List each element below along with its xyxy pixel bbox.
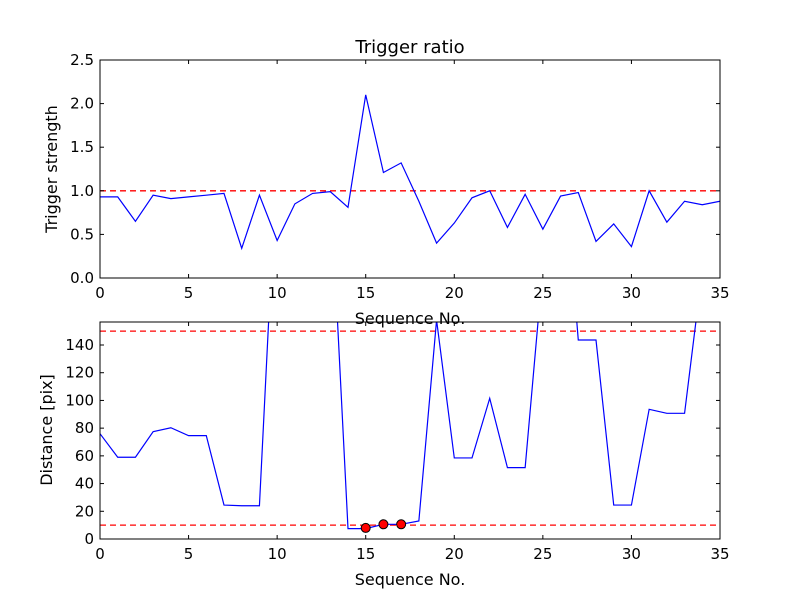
series-line xyxy=(100,322,697,530)
x-tick-label: 25 xyxy=(533,284,552,302)
y-tick-label: 0.0 xyxy=(70,269,94,287)
data-point-marker xyxy=(378,519,389,530)
x-axis-label: Sequence No. xyxy=(355,309,466,328)
y-tick-label: 2.5 xyxy=(70,51,94,69)
y-tick-label: 0 xyxy=(84,530,94,548)
chart-title: Trigger ratio xyxy=(354,37,464,58)
x-tick-label: 0 xyxy=(95,284,105,302)
x-tick-label: 15 xyxy=(356,545,375,563)
y-tick-label: 100 xyxy=(65,391,94,409)
y-tick-label: 1.0 xyxy=(70,182,94,200)
x-tick-label: 5 xyxy=(184,545,194,563)
plot-area xyxy=(100,322,720,533)
y-tick-label: 140 xyxy=(65,336,94,354)
x-tick-label: 35 xyxy=(710,545,729,563)
x-tick-label: 15 xyxy=(356,284,375,302)
x-tick-label: 5 xyxy=(184,284,194,302)
y-tick-label: 80 xyxy=(75,419,94,437)
axes-frame xyxy=(99,59,721,279)
y-axis-label: Trigger strength xyxy=(42,105,61,234)
y-tick-label: 1.5 xyxy=(70,138,94,156)
x-tick-label: 0 xyxy=(95,545,105,563)
x-tick-label: 30 xyxy=(622,545,641,563)
plot-area xyxy=(100,94,720,251)
x-tick-label: 30 xyxy=(622,284,641,302)
distance-axes: Sequence No. Distance [pix] 0 5 10 15 20 25 30… xyxy=(37,321,730,589)
y-tick-label: 40 xyxy=(75,475,94,493)
y-tick-label: 120 xyxy=(65,364,94,382)
y-tick-label: 60 xyxy=(75,447,94,465)
data-point-marker xyxy=(360,522,371,533)
x-tick-label: 35 xyxy=(710,284,729,302)
data-point-marker xyxy=(396,519,407,530)
trigger-ratio-axes: Trigger ratio Sequence No. Trigger stren… xyxy=(42,37,730,328)
x-tick-label: 25 xyxy=(533,545,552,563)
axes-frame xyxy=(99,321,721,540)
y-tick-label: 20 xyxy=(75,502,94,520)
x-tick-label: 10 xyxy=(268,284,287,302)
x-tick-label: 10 xyxy=(268,545,287,563)
x-tick-label: 20 xyxy=(445,284,464,302)
y-axis-label: Distance [pix] xyxy=(37,374,56,486)
y-tick-label: 2.0 xyxy=(70,95,94,113)
x-tick-label: 20 xyxy=(445,545,464,563)
series-line xyxy=(100,94,720,251)
y-tick-label: 0.5 xyxy=(70,225,94,243)
x-axis-label: Sequence No. xyxy=(355,570,466,589)
